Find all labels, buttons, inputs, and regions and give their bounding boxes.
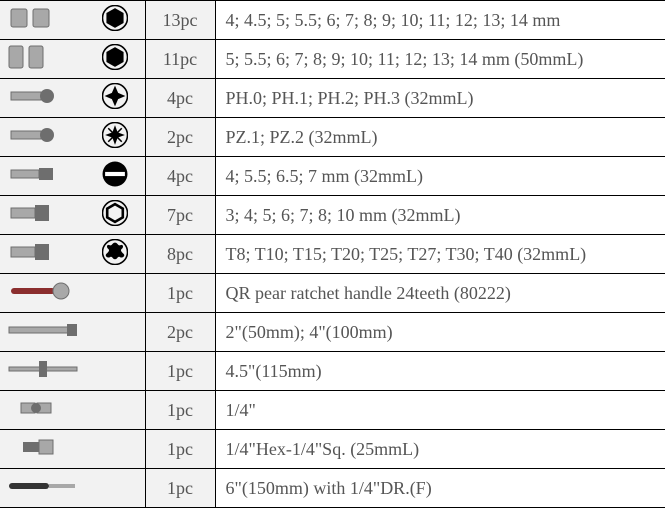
table-row: 1pc1/4"Hex-1/4"Sq. (25mmL)	[0, 430, 665, 469]
desc-cell: 5; 5.5; 6; 7; 8; 9; 10; 11; 12; 13; 14 m…	[215, 40, 665, 79]
no-icon	[85, 430, 145, 469]
tool-image-spinner-handle	[0, 469, 85, 508]
qty-cell: 8pc	[145, 235, 215, 274]
tool-image-adapter	[0, 430, 85, 469]
qty-cell: 11pc	[145, 40, 215, 79]
hexagon-solid-icon	[85, 1, 145, 40]
tool-image-bit-phillips	[0, 79, 85, 118]
table-row: 13pc4; 4.5; 5; 5.5; 6; 7; 8; 9; 10; 11; …	[0, 1, 665, 40]
tool-image-bit-hex	[0, 196, 85, 235]
table-row: 1pc1/4"	[0, 391, 665, 430]
tool-image-universal-joint	[0, 391, 85, 430]
hexagon-solid-icon	[85, 40, 145, 79]
qty-cell: 2pc	[145, 313, 215, 352]
qty-cell: 2pc	[145, 118, 215, 157]
table-row: 7pc3; 4; 5; 6; 7; 8; 10 mm (32mmL)	[0, 196, 665, 235]
tool-image-sliding-t-bar	[0, 352, 85, 391]
desc-cell: 3; 4; 5; 6; 7; 8; 10 mm (32mmL)	[215, 196, 665, 235]
no-icon	[85, 469, 145, 508]
qty-cell: 1pc	[145, 469, 215, 508]
tool-spec-table: 13pc4; 4.5; 5; 5.5; 6; 7; 8; 9; 10; 11; …	[0, 0, 665, 508]
torx-icon	[85, 235, 145, 274]
tool-image-bit-pozidriv	[0, 118, 85, 157]
desc-cell: QR pear ratchet handle 24teeth (80222)	[215, 274, 665, 313]
desc-cell: 4; 4.5; 5; 5.5; 6; 7; 8; 9; 10; 11; 12; …	[215, 1, 665, 40]
desc-cell: 6"(150mm) with 1/4"DR.(F)	[215, 469, 665, 508]
qty-cell: 4pc	[145, 79, 215, 118]
desc-cell: 4; 5.5; 6.5; 7 mm (32mmL)	[215, 157, 665, 196]
pozidriv-icon	[85, 118, 145, 157]
desc-cell: 1/4"Hex-1/4"Sq. (25mmL)	[215, 430, 665, 469]
qty-cell: 1pc	[145, 430, 215, 469]
table-row: 1pcQR pear ratchet handle 24teeth (80222…	[0, 274, 665, 313]
desc-cell: PZ.1; PZ.2 (32mmL)	[215, 118, 665, 157]
table-row: 1pc6"(150mm) with 1/4"DR.(F)	[0, 469, 665, 508]
slot-icon	[85, 157, 145, 196]
tool-image-ratchet-handle	[0, 274, 85, 313]
qty-cell: 13pc	[145, 1, 215, 40]
desc-cell: 4.5"(115mm)	[215, 352, 665, 391]
table-row: 2pcPZ.1; PZ.2 (32mmL)	[0, 118, 665, 157]
table-row: 11pc5; 5.5; 6; 7; 8; 9; 10; 11; 12; 13; …	[0, 40, 665, 79]
tool-image-bit-slot	[0, 157, 85, 196]
qty-cell: 1pc	[145, 391, 215, 430]
no-icon	[85, 352, 145, 391]
qty-cell: 4pc	[145, 157, 215, 196]
table-row: 4pcPH.0; PH.1; PH.2; PH.3 (32mmL)	[0, 79, 665, 118]
qty-cell: 7pc	[145, 196, 215, 235]
table-row: 8pcT8; T10; T15; T20; T25; T27; T30; T40…	[0, 235, 665, 274]
phillips-icon	[85, 79, 145, 118]
tool-image-socket-pair	[0, 1, 85, 40]
desc-cell: 1/4"	[215, 391, 665, 430]
no-icon	[85, 274, 145, 313]
no-icon	[85, 313, 145, 352]
hexagon-outline-icon	[85, 196, 145, 235]
desc-cell: T8; T10; T15; T20; T25; T27; T30; T40 (3…	[215, 235, 665, 274]
table-row: 2pc2"(50mm); 4"(100mm)	[0, 313, 665, 352]
tool-image-extension-bar	[0, 313, 85, 352]
table-row: 1pc4.5"(115mm)	[0, 352, 665, 391]
no-icon	[85, 391, 145, 430]
tool-image-bit-torx	[0, 235, 85, 274]
desc-cell: PH.0; PH.1; PH.2; PH.3 (32mmL)	[215, 79, 665, 118]
desc-cell: 2"(50mm); 4"(100mm)	[215, 313, 665, 352]
qty-cell: 1pc	[145, 352, 215, 391]
qty-cell: 1pc	[145, 274, 215, 313]
table-row: 4pc4; 5.5; 6.5; 7 mm (32mmL)	[0, 157, 665, 196]
tool-image-socket-pair-long	[0, 40, 85, 79]
